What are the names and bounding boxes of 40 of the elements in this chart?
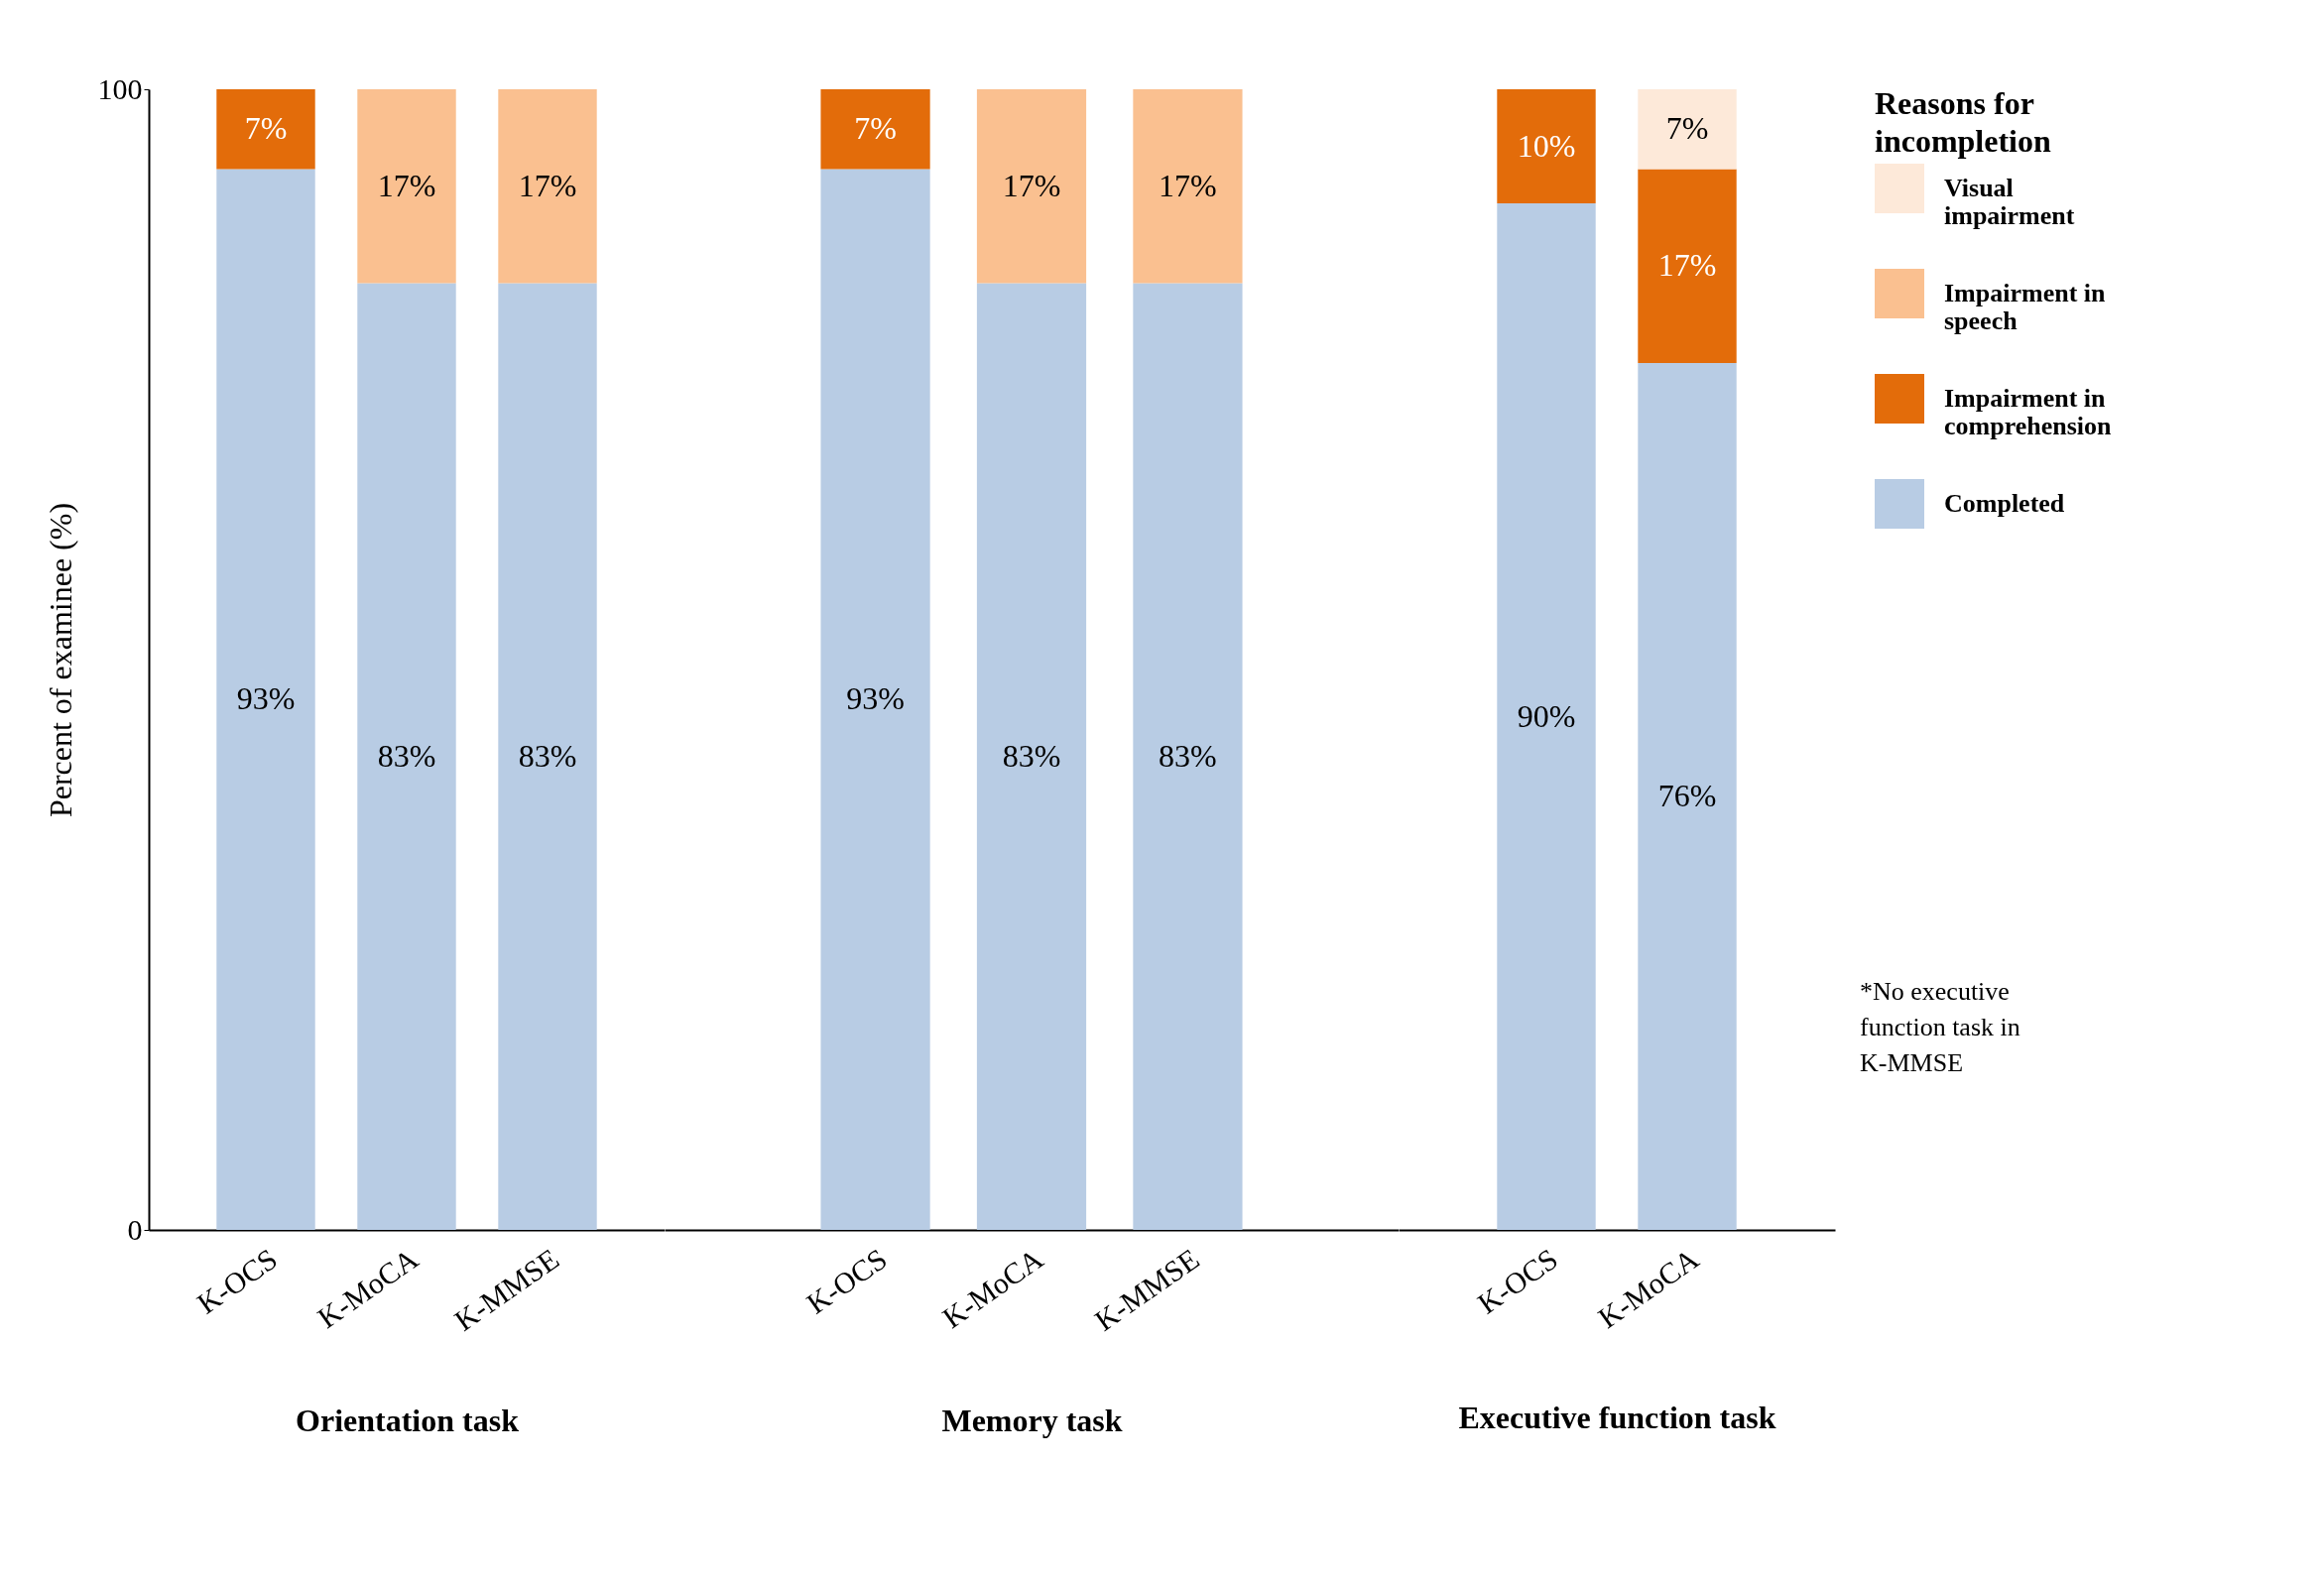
bar xyxy=(1638,363,1737,1230)
y-axis-title: Percent of examinee (%) xyxy=(42,502,78,818)
data-label: 17% xyxy=(377,167,436,203)
data-label: 93% xyxy=(846,680,905,717)
legend-label: Visual impairment xyxy=(1944,174,2075,230)
data-label: 83% xyxy=(1159,737,1217,774)
data-label: 17% xyxy=(1657,247,1717,284)
bar xyxy=(216,169,315,1230)
data-label: 76% xyxy=(1657,778,1717,813)
data-label: 7% xyxy=(1665,110,1709,147)
data-label: 17% xyxy=(1002,167,1061,203)
legend-label: Completed xyxy=(1944,489,2065,518)
bar xyxy=(357,283,456,1230)
bar xyxy=(498,283,597,1230)
bar xyxy=(1497,203,1596,1230)
bar xyxy=(1638,169,1737,363)
data-label: 83% xyxy=(1002,737,1061,774)
data-label: 93% xyxy=(236,680,296,717)
data-label: 7% xyxy=(854,110,897,147)
data-label: 83% xyxy=(518,737,577,774)
bar xyxy=(498,89,597,284)
legend-label: Impairment in comprehension xyxy=(1944,384,2113,440)
legend-label: Impairment in speech xyxy=(1944,279,2107,335)
data-label: 17% xyxy=(518,167,577,203)
bar xyxy=(357,89,456,284)
data-label: 90% xyxy=(1517,697,1576,734)
data-label: 17% xyxy=(1159,167,1217,203)
data-label: 7% xyxy=(244,110,288,147)
y-tick-label: 0 xyxy=(127,1212,143,1246)
bar xyxy=(1638,89,1737,170)
data-label: 83% xyxy=(377,737,436,774)
x-axis-title: Executive function task xyxy=(1458,1400,1776,1436)
bar xyxy=(1497,89,1596,203)
y-tick-label: 100 xyxy=(97,71,143,105)
legend-title: Reasons for incompletion xyxy=(1875,85,2051,159)
data-label: 10% xyxy=(1517,127,1576,164)
bar xyxy=(216,89,315,170)
text: *No executive function task in K-MMSE xyxy=(1860,977,2020,1077)
x-axis-title: Memory task xyxy=(941,1402,1123,1438)
x-axis-title: Orientation task xyxy=(296,1402,520,1438)
